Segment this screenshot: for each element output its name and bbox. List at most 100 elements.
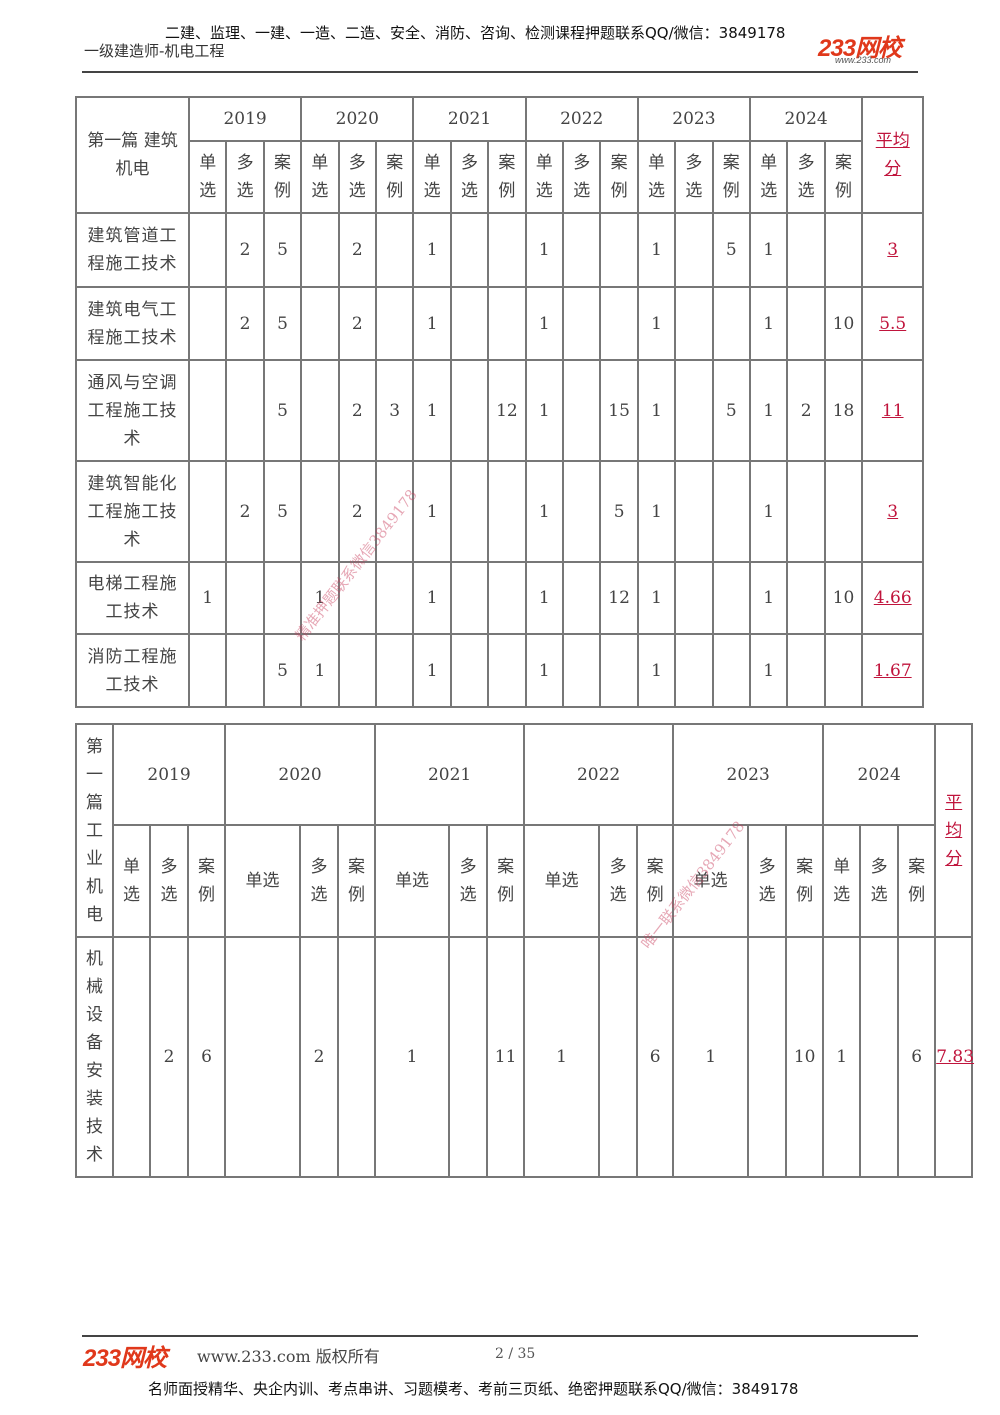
score-cell (337, 633, 377, 708)
question-type-header: 案例 (823, 140, 864, 214)
year-header: 2022 (523, 723, 675, 826)
score-cell (225, 561, 265, 635)
score-cell (674, 359, 714, 462)
table-industrial-mep: 第一篇工业机电 2019 2020 2021 2022 2023 2024 平均分 单选 多选 案例… (75, 723, 974, 1178)
score-cell: 1 (636, 286, 677, 361)
score-cell (786, 460, 826, 563)
question-type-header: 多选 (747, 824, 788, 938)
footer-promo-text: 名师面授精华、央企内训、考点串讲、习题模考、考前三页纸、绝密押题联系QQ/微信：… (148, 1380, 799, 1398)
table-row: 建筑电气工程施工技术 2 5 2 1 1 1 1 10 5.5 (75, 286, 925, 361)
question-type-header: 多选 (337, 140, 377, 214)
score-cell (449, 561, 490, 635)
score-cell (300, 460, 340, 563)
question-type-header: 多选 (561, 140, 602, 214)
score-cell (674, 561, 714, 635)
score-cell: 1 (636, 460, 677, 563)
score-cell: 2 (299, 936, 340, 1178)
average-score-header: 平均分 (934, 723, 974, 938)
footer-copyright: www.233.com 版权所有 (197, 1347, 380, 1366)
question-type-header: 单选 (822, 824, 862, 938)
score-cell (599, 286, 639, 361)
score-cell: 1 (822, 936, 862, 1178)
score-cell: 2 (225, 460, 265, 563)
average-score-header: 平均分 (861, 96, 925, 214)
question-type-header: 多选 (859, 824, 900, 938)
score-cell: 1 (412, 286, 452, 361)
score-cell (187, 286, 228, 361)
score-cell: 1 (412, 460, 452, 563)
score-cell (711, 633, 752, 708)
score-cell: 5 (262, 359, 303, 462)
score-cell (561, 212, 602, 288)
score-cell (374, 286, 415, 361)
score-cell (823, 460, 864, 563)
score-cell: 6 (897, 936, 937, 1178)
year-header: 2020 (300, 96, 415, 142)
score-cell (674, 286, 714, 361)
table-row: 建筑管道工程施工技术 2 5 2 1 1 1 5 1 3 (75, 212, 925, 288)
score-cell (487, 633, 527, 708)
question-type-row: 单选 多选 案例 单选 多选 案例 单选 多选 案例 单选 多选 案例 单选 多选 案例 单选 多选 案例 (76, 824, 972, 938)
score-cell (786, 286, 826, 361)
score-cell: 2 (337, 286, 377, 361)
page-number: 2 / 35 (495, 1346, 536, 1362)
score-cell (374, 561, 415, 635)
score-cell: 1 (524, 212, 565, 288)
score-cell (561, 633, 602, 708)
header-divider (82, 71, 918, 73)
score-cell: 1 (187, 561, 228, 635)
score-cell (599, 212, 639, 288)
score-cell (449, 359, 490, 462)
score-cell: 18 (823, 359, 864, 462)
year-header: 2020 (224, 723, 377, 826)
table-row: 消防工程施工技术 5 1 1 1 1 1 1.67 (75, 633, 925, 708)
score-cell: 2 (786, 359, 826, 462)
question-type-header: 多选 (598, 824, 639, 938)
question-type-header: 多选 (674, 140, 714, 214)
score-cell: 1 (749, 633, 789, 708)
year-header: 2023 (636, 96, 752, 142)
score-cell: 1 (524, 286, 565, 361)
brand-logo: 233网校 (818, 35, 902, 62)
brand-logo-url: www.233.com (835, 55, 892, 65)
question-type-header: 案例 (897, 824, 937, 938)
table-row: 通风与空调工程施工技术 5 2 3 1 12 1 15 1 5 1 2 18 11 (75, 359, 925, 462)
score-cell (823, 633, 864, 708)
year-header: 2021 (374, 723, 526, 826)
score-cell (225, 359, 265, 462)
score-cell (859, 936, 900, 1178)
score-cell: 5 (711, 359, 752, 462)
question-type-header: 案例 (186, 824, 227, 938)
question-type-row: 单选 多选 案例 单选 多选 案例 单选 多选 案例 单选 多选 案例 单选 多选 案例 单选 多选 案例 (76, 140, 923, 214)
score-cell: 2 (337, 460, 377, 563)
section-title: 第一篇工业机电 (75, 723, 114, 938)
score-cell: 6 (636, 936, 675, 1178)
score-cell: 5 (262, 212, 303, 288)
score-cell: 1 (749, 286, 789, 361)
question-type-header: 单选 (187, 140, 228, 214)
topic-label: 建筑电气工程施工技术 (75, 286, 190, 361)
score-cell: 3 (374, 359, 415, 462)
score-cell (487, 460, 527, 563)
topic-label: 机械设备安装技术 (75, 936, 114, 1178)
year-header: 2019 (111, 723, 227, 826)
score-cell (598, 936, 639, 1178)
score-cell: 2 (337, 212, 377, 288)
question-type-header: 案例 (487, 140, 527, 214)
question-type-header: 多选 (299, 824, 340, 938)
score-cell (786, 212, 826, 288)
score-cell: 1 (412, 359, 452, 462)
score-cell (187, 212, 228, 288)
score-cell: 5 (711, 212, 752, 288)
question-type-header: 案例 (785, 824, 825, 938)
score-cell (300, 359, 340, 462)
score-cell (561, 561, 602, 635)
score-cell: 11 (486, 936, 526, 1178)
header-promo-text: 二建、监理、一建、一造、二造、安全、消防、咨询、检测课程押题联系QQ/微信：38… (165, 24, 786, 42)
score-cell: 5 (262, 286, 303, 361)
score-cell: 2 (225, 212, 265, 288)
score-cell (711, 561, 752, 635)
section-title: 第一篇 建筑机电 (75, 96, 190, 214)
score-cell (224, 936, 302, 1178)
